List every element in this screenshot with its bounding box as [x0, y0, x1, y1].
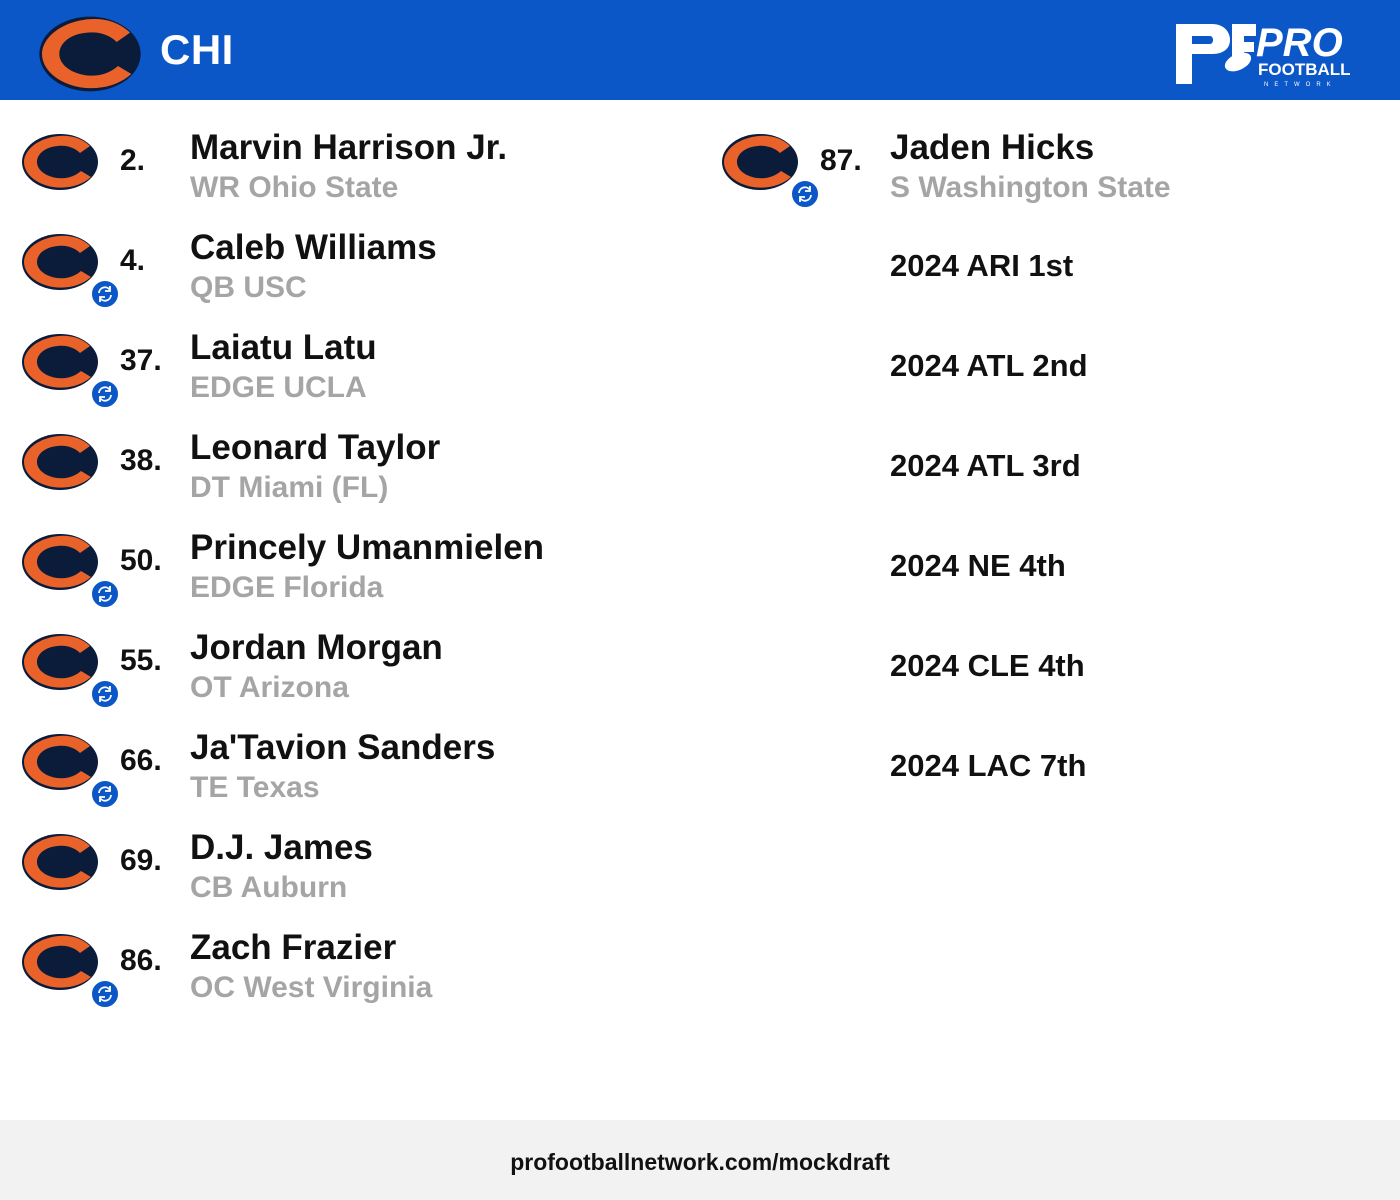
future-pick-row: 2024 CLE 4th	[720, 620, 1380, 720]
player-name: D.J. James	[190, 828, 373, 867]
player-name: Leonard Taylor	[190, 428, 441, 467]
trade-swap-icon	[790, 179, 820, 209]
player-position-school: EDGE UCLA	[190, 371, 367, 404]
pick-number: 69.	[120, 844, 162, 877]
bears-c-logo-icon	[22, 934, 98, 990]
pick-number: 87.	[820, 144, 862, 177]
player-position-school: WR Ohio State	[190, 171, 399, 204]
trade-swap-icon	[90, 279, 120, 309]
pick-row: 38. Leonard Taylor DT Miami (FL)	[20, 420, 680, 520]
player-name: Ja'Tavion Sanders	[190, 728, 496, 767]
pick-number: 66.	[120, 744, 162, 777]
player-position-school: OC West Virginia	[190, 971, 433, 1004]
svg-text:FOOTBALL: FOOTBALL	[1258, 60, 1351, 79]
pick-row: 69. D.J. James CB Auburn	[20, 820, 680, 920]
bears-c-logo-icon	[22, 734, 98, 790]
svg-text:PRO: PRO	[1256, 21, 1343, 65]
trade-swap-icon	[90, 779, 120, 809]
future-pick-label: 2024 CLE 4th	[890, 648, 1085, 683]
bears-c-logo-icon	[22, 134, 98, 190]
pick-row: 4. Caleb Williams QB USC	[20, 220, 680, 320]
pick-row: 86. Zach Frazier OC West Virginia	[20, 920, 680, 1020]
player-name: Marvin Harrison Jr.	[190, 128, 508, 167]
player-position-school: QB USC	[190, 271, 307, 304]
pick-row: 50. Princely Umanmielen EDGE Florida	[20, 520, 680, 620]
trade-swap-icon	[90, 379, 120, 409]
pick-number: 50.	[120, 544, 162, 577]
player-position-school: CB Auburn	[190, 871, 348, 904]
picks-column-right: 87. Jaden Hicks S Washington State 2024 ARI…	[720, 120, 1380, 820]
bears-c-logo-icon	[22, 634, 98, 690]
bears-c-logo-icon	[22, 234, 98, 290]
pick-row: 66. Ja'Tavion Sanders TE Texas	[20, 720, 680, 820]
player-name: Jordan Morgan	[190, 628, 443, 667]
future-pick-row: 2024 ATL 3rd	[720, 420, 1380, 520]
pick-number: 4.	[120, 244, 146, 277]
bears-c-logo-icon	[22, 434, 98, 490]
trade-swap-icon	[90, 679, 120, 709]
trade-swap-icon	[90, 979, 120, 1009]
future-pick-row: 2024 ARI 1st	[720, 220, 1380, 320]
future-pick-label: 2024 ARI 1st	[890, 248, 1074, 283]
pick-number: 55.	[120, 644, 162, 677]
future-pick-label: 2024 ATL 2nd	[890, 348, 1088, 383]
player-position-school: S Washington State	[890, 171, 1171, 204]
bears-c-logo-icon	[22, 334, 98, 390]
player-position-school: OT Arizona	[190, 671, 349, 704]
player-name: Caleb Williams	[190, 228, 437, 267]
future-pick-row: 2024 ATL 2nd	[720, 320, 1380, 420]
player-name: Zach Frazier	[190, 928, 397, 967]
pick-number: 38.	[120, 444, 162, 477]
pro-football-network-logo-icon: PRO FOOTBALL NETWORK	[1176, 21, 1351, 88]
pick-row: 37. Laiatu Latu EDGE UCLA	[20, 320, 680, 420]
player-name: Jaden Hicks	[890, 128, 1095, 167]
player-position-school: TE Texas	[190, 771, 320, 804]
svg-text:NETWORK: NETWORK	[1264, 82, 1337, 88]
bears-c-logo-icon	[39, 16, 141, 92]
bears-c-logo-icon	[22, 834, 98, 890]
footer-bar: profootballnetwork.com/mockdraft	[0, 1120, 1400, 1200]
future-pick-label: 2024 NE 4th	[890, 548, 1066, 583]
bears-c-logo-icon	[722, 134, 798, 190]
future-pick-label: 2024 LAC 7th	[890, 748, 1087, 783]
pick-number: 2.	[120, 144, 146, 177]
pick-number: 37.	[120, 344, 162, 377]
pick-row: 87. Jaden Hicks S Washington State	[720, 120, 1380, 220]
pick-row: 55. Jordan Morgan OT Arizona	[20, 620, 680, 720]
pick-number: 86.	[120, 944, 162, 977]
picks-column-left: 2. Marvin Harrison Jr. WR Ohio State 4. Cale…	[20, 120, 680, 1020]
player-position-school: EDGE Florida	[190, 571, 384, 604]
footer-url[interactable]: profootballnetwork.com/mockdraft	[510, 1149, 890, 1175]
future-pick-label: 2024 ATL 3rd	[890, 448, 1081, 483]
header-bar: CHI PRO FOOTBALL NETWORK	[0, 0, 1400, 100]
trade-swap-icon	[90, 579, 120, 609]
team-abbreviation: CHI	[160, 26, 234, 73]
future-pick-row: 2024 NE 4th	[720, 520, 1380, 620]
player-name: Laiatu Latu	[190, 328, 377, 367]
future-pick-row: 2024 LAC 7th	[720, 720, 1380, 820]
player-name: Princely Umanmielen	[190, 528, 545, 567]
bears-c-logo-icon	[22, 534, 98, 590]
pick-row: 2. Marvin Harrison Jr. WR Ohio State	[20, 120, 680, 220]
player-position-school: DT Miami (FL)	[190, 471, 389, 504]
